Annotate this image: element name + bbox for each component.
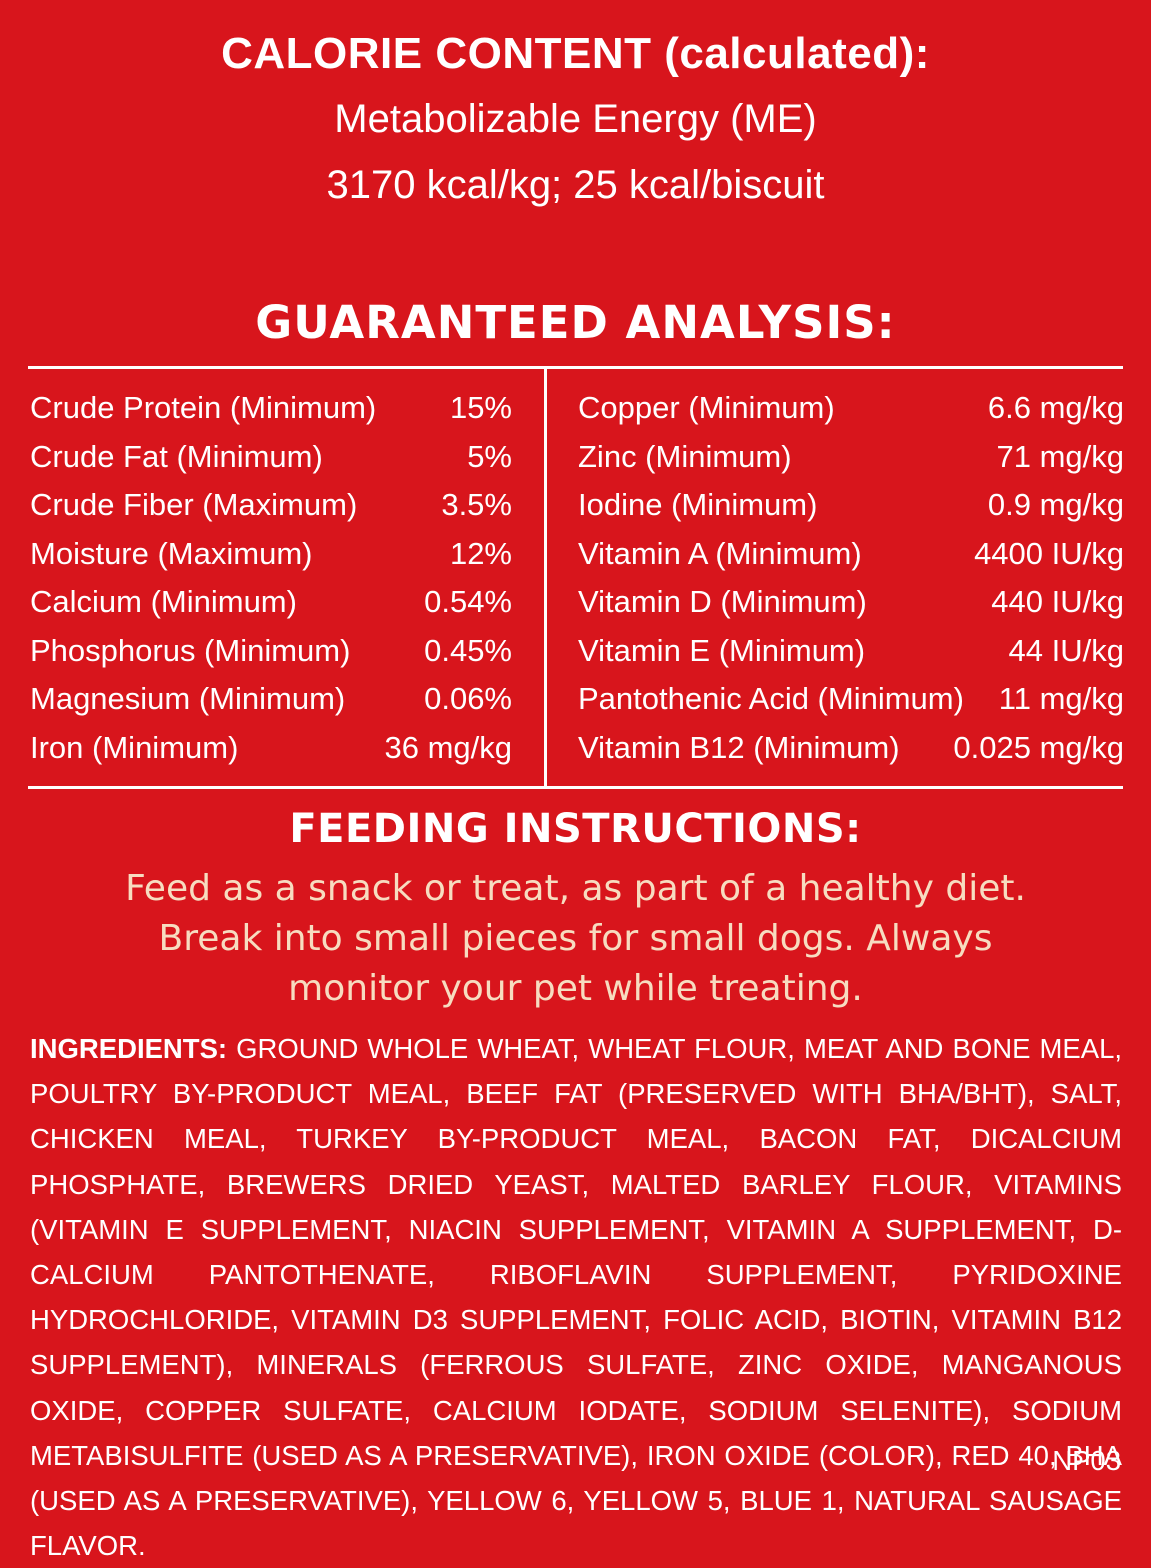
analysis-row: Vitamin E (Minimum) 44 IU/kg bbox=[578, 627, 1124, 676]
nutrient-name: Crude Fat (Minimum) bbox=[30, 438, 323, 474]
calorie-values: 3170 kcal/kg; 25 kcal/biscuit bbox=[326, 163, 825, 207]
analysis-row: Iodine (Minimum) 0.9 mg/kg bbox=[578, 481, 1124, 530]
calorie-content-section: CALORIE CONTENT (calculated): Metaboliza… bbox=[0, 22, 1151, 218]
ingredients-list: GROUND WHOLE WHEAT, WHEAT FLOUR, MEAT AN… bbox=[30, 1033, 1122, 1562]
ingredients-paragraph: INGREDIENTS: GROUND WHOLE WHEAT, WHEAT F… bbox=[30, 1026, 1122, 1568]
analysis-row: Zinc (Minimum) 71 mg/kg bbox=[578, 433, 1124, 482]
product-code: NP03 bbox=[1052, 1445, 1121, 1476]
nutrient-value: 44 IU/kg bbox=[1008, 632, 1124, 668]
table-top-divider bbox=[28, 366, 1123, 369]
nutrient-name: Vitamin B12 (Minimum) bbox=[578, 729, 900, 765]
nutrient-name: Copper (Minimum) bbox=[578, 390, 835, 425]
analysis-row: Crude Protein (Minimum) 15% bbox=[30, 384, 512, 433]
analysis-row: Vitamin B12 (Minimum) 0.025 mg/kg bbox=[578, 724, 1124, 773]
nutrient-name: Vitamin E (Minimum) bbox=[578, 632, 866, 668]
analysis-row: Pantothenic Acid (Minimum) 11 mg/kg bbox=[578, 675, 1124, 724]
nutrient-name: Calcium (Minimum) bbox=[30, 584, 297, 619]
feeding-instructions-heading: FEEDING INSTRUCTIONS: bbox=[289, 806, 862, 852]
nutrient-name: Moisture (Maximum) bbox=[30, 535, 313, 571]
nutrient-name: Zinc (Minimum) bbox=[578, 438, 792, 474]
nutrient-name: Pantothenic Acid (Minimum) bbox=[578, 681, 964, 716]
nutrient-value: 0.54% bbox=[424, 584, 512, 619]
nutrient-value: 4400 IU/kg bbox=[974, 535, 1124, 571]
feeding-line: Feed as a snack or treat, as part of a h… bbox=[125, 868, 1026, 909]
nutrient-value: 0.06% bbox=[424, 681, 512, 716]
nutrition-label-panel: CALORIE CONTENT (calculated): Metaboliza… bbox=[0, 22, 1151, 1562]
nutrient-name: Iodine (Minimum) bbox=[578, 487, 818, 522]
nutrient-value: 0.9 mg/kg bbox=[987, 487, 1124, 522]
nutrient-value: 36 mg/kg bbox=[384, 729, 512, 765]
analysis-row: Phosphorus (Minimum) 0.45% bbox=[30, 627, 512, 676]
nutrient-value: 0.45% bbox=[424, 632, 512, 668]
analysis-row: Crude Fat (Minimum) 5% bbox=[30, 433, 512, 482]
metabolizable-energy-label: Metabolizable Energy (ME) bbox=[334, 97, 817, 141]
analysis-row: Calcium (Minimum) 0.54% bbox=[30, 578, 512, 627]
nutrient-name: Vitamin A (Minimum) bbox=[578, 535, 862, 571]
nutrient-value: 6.6 mg/kg bbox=[987, 390, 1124, 425]
nutrient-value: 3.5% bbox=[441, 487, 512, 522]
nutrient-value: 12% bbox=[449, 535, 512, 571]
nutrient-name: Phosphorus (Minimum) bbox=[30, 632, 351, 668]
nutrient-name: Vitamin D (Minimum) bbox=[578, 584, 867, 619]
analysis-row: Copper (Minimum) 6.6 mg/kg bbox=[578, 384, 1124, 433]
table-bottom-divider bbox=[28, 786, 1123, 789]
analysis-row: Iron (Minimum) 36 mg/kg bbox=[30, 724, 512, 773]
nutrient-name: Iron (Minimum) bbox=[30, 729, 239, 765]
analysis-right-column: Copper (Minimum) 6.6 mg/kg Zinc (Minimum)… bbox=[578, 384, 1124, 772]
nutrient-value: 0.025 mg/kg bbox=[953, 729, 1124, 765]
nutrient-value: 440 IU/kg bbox=[991, 584, 1124, 619]
analysis-row: Magnesium (Minimum) 0.06% bbox=[30, 675, 512, 724]
nutrient-value: 11 mg/kg bbox=[998, 681, 1124, 716]
table-column-divider bbox=[544, 369, 547, 786]
calorie-content-heading: CALORIE CONTENT (calculated): bbox=[221, 29, 930, 78]
feeding-line: Break into small pieces for small dogs. … bbox=[158, 918, 993, 959]
analysis-row: Moisture (Maximum) 12% bbox=[30, 530, 512, 579]
feeding-line: monitor your pet while treating. bbox=[288, 968, 863, 1009]
nutrient-value: 5% bbox=[467, 438, 512, 474]
nutrient-value: 71 mg/kg bbox=[996, 438, 1124, 474]
analysis-row: Crude Fiber (Maximum) 3.5% bbox=[30, 481, 512, 530]
guaranteed-analysis-heading: GUARANTEED ANALYSIS: bbox=[255, 296, 896, 349]
nutrient-name: Crude Fiber (Maximum) bbox=[30, 487, 358, 522]
nutrient-value: 15% bbox=[449, 390, 512, 425]
feeding-instructions-text: Feed as a snack or treat, as part of a h… bbox=[0, 864, 1151, 1014]
nutrient-name: Crude Protein (Minimum) bbox=[30, 390, 377, 425]
analysis-row: Vitamin D (Minimum) 440 IU/kg bbox=[578, 578, 1124, 627]
ingredients-label: INGREDIENTS: bbox=[30, 1033, 228, 1064]
analysis-left-column: Crude Protein (Minimum) 15% Crude Fat (Mi… bbox=[30, 384, 512, 772]
nutrient-name: Magnesium (Minimum) bbox=[30, 681, 346, 716]
analysis-row: Vitamin A (Minimum) 4400 IU/kg bbox=[578, 530, 1124, 579]
